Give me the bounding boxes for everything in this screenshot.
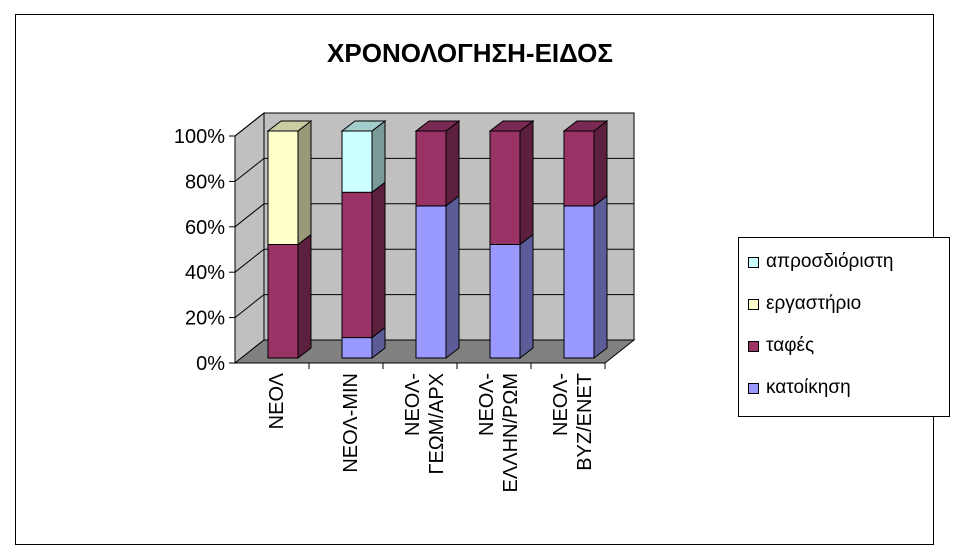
legend-item: ταφές bbox=[748, 334, 814, 358]
y-tick-label: 0% bbox=[196, 353, 225, 375]
bar-segment bbox=[563, 205, 595, 359]
bar-segment bbox=[415, 205, 447, 359]
legend-swatch bbox=[748, 382, 759, 394]
bar-top bbox=[266, 120, 313, 132]
x-tick-label: ΝΕΟΛ- ΒΥΖ/ΕΝΕΤ bbox=[550, 373, 596, 471]
bar-segment-side bbox=[519, 119, 534, 246]
bar-segment-side bbox=[371, 181, 386, 339]
legend-swatch bbox=[748, 256, 759, 268]
chart-title: ΧΡΟΝΟΛΟΓΗΣΗ-ΕΙΔΟΣ bbox=[327, 38, 613, 68]
bar-segment-side bbox=[519, 233, 534, 360]
x-tick-label-line: ΕΛΛΗΝ/ΡΩΜ bbox=[500, 373, 522, 492]
bar-segment bbox=[489, 130, 521, 245]
bar-segment bbox=[341, 191, 373, 339]
bar-top bbox=[562, 120, 609, 132]
bar-segment-side bbox=[445, 119, 460, 207]
bar-segment-side bbox=[593, 119, 608, 207]
side-wall bbox=[234, 111, 265, 365]
bar-top bbox=[340, 120, 387, 132]
bar-segment-side bbox=[371, 119, 386, 194]
x-tick-label-line: ΝΕΟΛ bbox=[266, 372, 288, 429]
x-tick-label-line: ΒΥΖ/ΕΝΕΤ bbox=[574, 373, 596, 471]
x-tick-label-line: ΝΕΟΛ- bbox=[402, 373, 424, 436]
x-tick-label-line: ΓΕΩΜ/ΑΡΧ bbox=[426, 373, 448, 475]
bar-segment-side bbox=[297, 233, 312, 360]
legend-item: εργαστήριο bbox=[748, 292, 861, 316]
y-tick-label: 60% bbox=[185, 217, 225, 239]
y-tick-label: 20% bbox=[185, 308, 225, 330]
x-tick-label: ΝΕΟΛ- ΓΕΩΜ/ΑΡΧ bbox=[402, 373, 448, 475]
legend-label: κατοίκηση bbox=[766, 377, 851, 398]
legend-swatch bbox=[748, 340, 759, 352]
bar-segment bbox=[341, 337, 373, 359]
y-tick-label: 100% bbox=[174, 126, 225, 148]
y-tick-label: 40% bbox=[185, 262, 225, 284]
legend-item: απροσδιόριστη bbox=[748, 250, 893, 274]
x-tick-label: ΝΕΟΛ-ΜΙΝ bbox=[340, 373, 362, 473]
legend-label: εργαστήριο bbox=[766, 293, 862, 314]
bar-segment-side bbox=[297, 119, 312, 246]
bar-segment bbox=[489, 244, 521, 359]
bar-segment bbox=[267, 244, 299, 359]
x-tick-label-line: ΝΕΟΛ- bbox=[550, 373, 572, 436]
bar-segment-side bbox=[445, 194, 460, 360]
x-tick-label: ΝΕΟΛ- ΕΛΛΗΝ/ΡΩΜ bbox=[476, 373, 522, 492]
legend-label: ταφές bbox=[766, 335, 815, 356]
bar-segment bbox=[415, 130, 447, 207]
y-tick-label: 80% bbox=[185, 171, 225, 193]
gridline bbox=[234, 112, 634, 137]
bar-segment-side bbox=[593, 194, 608, 360]
bar-segment bbox=[267, 130, 299, 245]
plot-area: 0%20%40%60%80%100%ΝΕΟΛ ΝΕΟΛ-ΜΙΝ ΝΕΟΛ- ΓΕΩΜ/… bbox=[174, 111, 636, 492]
bar-top bbox=[414, 120, 461, 132]
x-tick-label-line: ΝΕΟΛ- bbox=[476, 373, 498, 436]
legend-swatch bbox=[748, 298, 759, 310]
x-tick-label: ΝΕΟΛ bbox=[266, 372, 288, 429]
bar-segment bbox=[563, 130, 595, 207]
bar-segment bbox=[341, 130, 373, 193]
legend: απροσδιόριστη εργαστήριο ταφές κατοίκηση bbox=[738, 237, 950, 417]
legend-label: απροσδιόριστη bbox=[766, 251, 894, 272]
legend-item: κατοίκηση bbox=[748, 376, 851, 400]
bar-top bbox=[488, 120, 535, 132]
x-tick-label-line: ΝΕΟΛ-ΜΙΝ bbox=[340, 373, 362, 473]
